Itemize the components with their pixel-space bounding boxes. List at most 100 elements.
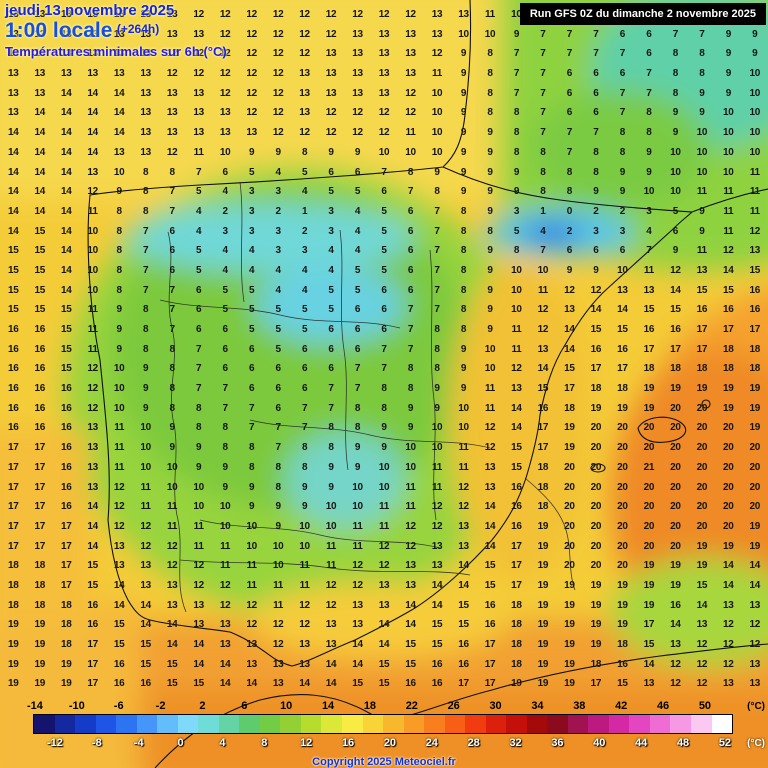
temp-value: 10 xyxy=(670,146,681,158)
temp-value: 13 xyxy=(113,9,125,20)
temp-value: 7 xyxy=(143,264,149,276)
temp-value: 13 xyxy=(405,560,416,572)
temp-value: 13 xyxy=(405,579,416,591)
temp-value: 7 xyxy=(646,87,652,99)
temp-value: 12 xyxy=(299,599,310,611)
temp-value: 6 xyxy=(169,264,176,276)
temp-value: 9 xyxy=(487,186,493,198)
map-header: jeudi 13 novembre 2025 1:00 locale (+264… xyxy=(5,2,227,60)
temp-value: 16 xyxy=(617,343,628,355)
temp-value: 7 xyxy=(619,48,626,60)
temp-value: 12 xyxy=(325,28,337,40)
temp-value: 13 xyxy=(140,107,151,119)
temp-value: 7 xyxy=(143,245,149,257)
temp-value: 9 xyxy=(434,383,440,395)
temp-value: 14 xyxy=(325,678,337,690)
legend-color-cell xyxy=(218,715,240,733)
temp-value: 4 xyxy=(248,264,255,276)
temp-value: 12 xyxy=(723,658,734,670)
temp-value: 12 xyxy=(431,520,443,532)
temp-value: 20 xyxy=(564,540,575,552)
legend-label: 12 xyxy=(300,737,313,749)
temp-value: 4 xyxy=(354,225,361,237)
temp-value: 20 xyxy=(723,520,734,532)
temp-value: 14 xyxy=(405,599,416,611)
temp-value: 19 xyxy=(564,658,575,670)
temp-value: 8 xyxy=(407,363,414,375)
temp-value: 5 xyxy=(301,324,308,335)
legend-color-cell xyxy=(362,715,384,733)
temp-value: 18 xyxy=(537,461,549,473)
temp-value: 15 xyxy=(511,461,522,473)
temp-row: 15 15 15 11 9 8 7 6 5 5 5 5 5 6 6 7 7 8 9 10 12 13 14 14 15 15 16 1… xyxy=(0,300,768,320)
legend-label: 46 xyxy=(656,700,670,712)
temp-value: 9 xyxy=(460,127,467,139)
temp-value: 12 xyxy=(193,579,204,591)
temp-value: 16 xyxy=(431,678,443,690)
temp-value: 10 xyxy=(696,127,708,139)
temp-value: 20 xyxy=(696,442,708,454)
temp-value: 8 xyxy=(143,166,149,178)
legend-label: 40 xyxy=(593,737,606,749)
temp-value: 4 xyxy=(275,284,281,296)
temp-value: 15 xyxy=(643,639,655,650)
temp-row: 17 17 17 14 13 12 12 11 11 10 10 10 11 11 12 12 13 13 14 17… xyxy=(0,537,768,557)
temp-value: 9 xyxy=(487,245,493,257)
temperature-legend: -14 -10 -6 -2 2 6 10 14 18 22 26 30 34 38 42 46 50 (°C) … xyxy=(0,700,768,768)
temp-value: 13 xyxy=(299,639,310,650)
temp-value: 6 xyxy=(407,284,414,296)
temp-value: 13 xyxy=(484,481,496,493)
temp-value: 9 xyxy=(487,284,493,296)
temp-value: 16 xyxy=(458,658,469,670)
temp-value: 16 xyxy=(696,304,708,316)
temp-value: 6 xyxy=(593,245,599,257)
temp-value: 7 xyxy=(434,284,440,296)
temp-value: 10 xyxy=(749,107,761,119)
temp-value: 8 xyxy=(222,422,228,434)
temp-value: 6 xyxy=(354,343,361,355)
forecast-offset: (+264h) xyxy=(116,22,160,37)
temp-value: 8 xyxy=(487,48,493,60)
temp-value: 6 xyxy=(222,166,228,178)
temp-value: 4 xyxy=(328,264,334,276)
temp-value: 11 xyxy=(405,501,416,513)
temp-value: 19 xyxy=(696,560,708,572)
temp-value: 10 xyxy=(113,363,125,375)
temp-value: 19 xyxy=(34,639,45,650)
temp-row: 13 13 13 13 13 13 12 12 12 12 12 12 13 13 13 13 12 9 8 7 7 7 7… xyxy=(0,44,768,64)
temp-value: 8 xyxy=(248,442,255,454)
temp-value: 13 xyxy=(193,87,204,99)
temp-value: 14 xyxy=(219,678,231,690)
temp-value: 20 xyxy=(696,520,708,532)
temp-value: 13 xyxy=(87,48,98,60)
temp-value: 4 xyxy=(301,264,308,276)
temp-value: 10 xyxy=(246,540,257,552)
temp-value: 9 xyxy=(116,324,123,335)
temp-value: 9 xyxy=(275,146,281,158)
temp-value: 4 xyxy=(328,245,334,257)
temp-value: 16 xyxy=(511,520,522,532)
temp-value: 19 xyxy=(564,422,575,434)
temp-value: 14 xyxy=(431,599,443,611)
legend-label: 6 xyxy=(241,700,248,712)
temp-value: 12 xyxy=(219,579,231,591)
temp-value: 10 xyxy=(352,501,363,513)
temp-value: 7 xyxy=(381,166,387,178)
temp-value: 15 xyxy=(140,639,151,650)
legend-label: 42 xyxy=(615,700,628,712)
temp-value: 10 xyxy=(113,383,125,395)
temp-value: 9 xyxy=(169,422,176,434)
temp-value: 19 xyxy=(749,540,761,552)
temp-value: 10 xyxy=(246,520,257,532)
temp-value: 12 xyxy=(696,678,708,690)
temp-value: 13 xyxy=(219,107,231,119)
temp-value: 12 xyxy=(166,560,178,572)
temp-value: 8 xyxy=(699,48,705,60)
temp-value: 9 xyxy=(116,304,123,316)
temp-row: 17 17 16 14 12 11 11 10 10 9 9 9 10 10 11 11 12 12 14 16 18 2… xyxy=(0,497,768,517)
temp-value: 7 xyxy=(248,402,255,414)
legend-color-cell xyxy=(567,715,589,733)
temp-value: 13 xyxy=(696,264,708,276)
temp-value: 7 xyxy=(566,28,573,40)
temp-value: 16 xyxy=(511,501,522,513)
